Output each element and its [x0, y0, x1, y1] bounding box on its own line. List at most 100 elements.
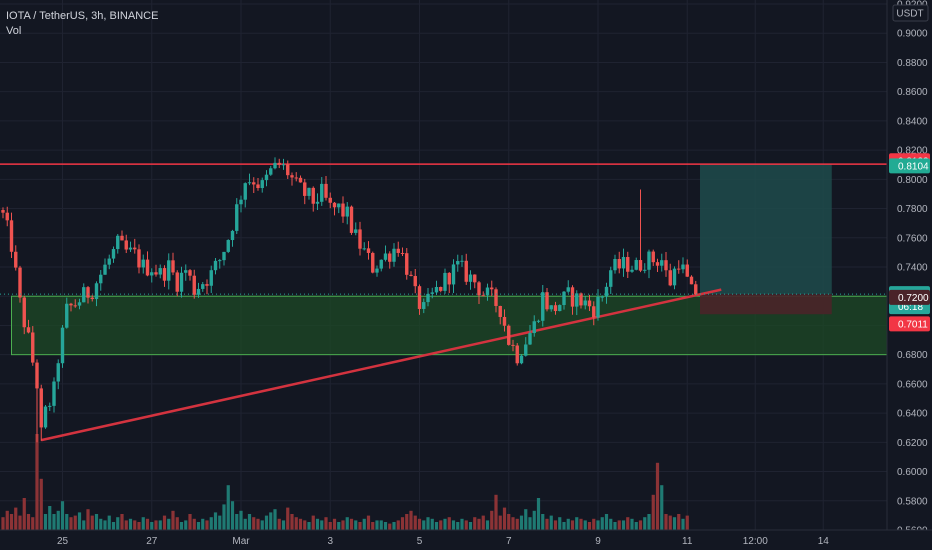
candle-body [660, 260, 664, 266]
volume-bar [388, 523, 392, 530]
candle-body [192, 275, 196, 295]
volume-bar [48, 506, 52, 530]
volume-bar [634, 522, 638, 530]
candle-body [56, 363, 60, 382]
volume-bar [99, 518, 103, 530]
candle-body [141, 259, 145, 268]
volume-bar [354, 520, 358, 530]
time-tick-label: 25 [57, 536, 69, 547]
candle-body [22, 297, 26, 328]
candle-body [137, 249, 141, 268]
candle-body [655, 262, 660, 266]
volume-bar [201, 518, 205, 530]
candle-body [235, 204, 239, 231]
price-scale-background [887, 0, 932, 550]
candle-body [171, 260, 175, 273]
volume-bar [128, 518, 133, 530]
volume-bar [324, 517, 328, 530]
volume-bar [396, 520, 400, 530]
volume-bar [668, 515, 672, 530]
price-tick-label: 0.8600 [897, 87, 928, 98]
candle-body [341, 203, 345, 217]
candle-body [196, 288, 201, 295]
candle-body [124, 240, 128, 250]
volume-bar [532, 510, 536, 530]
candle-body [303, 182, 307, 196]
candle-body [230, 230, 235, 241]
volume-bar [235, 514, 239, 530]
volume-bar [281, 520, 286, 530]
candle-body [290, 175, 294, 178]
candle-body [218, 260, 222, 262]
price-tick-label: 0.6600 [897, 379, 928, 390]
volume-bar [277, 518, 281, 530]
time-tick-label: 27 [146, 536, 158, 547]
candle-body [252, 182, 256, 185]
candle-body [188, 270, 192, 276]
candle-body [354, 229, 358, 233]
symbol-title[interactable]: IOTA / TetherUS, 3h, BINANCE [6, 10, 159, 22]
candle-body [519, 355, 524, 364]
volume-bar [621, 520, 626, 530]
entry-price-tag-background [889, 289, 930, 305]
volume-bar [460, 518, 464, 530]
volume-bar [145, 518, 150, 530]
volume-bar [320, 520, 324, 530]
candle-body [498, 305, 502, 317]
volume-bar [630, 518, 634, 530]
volume-bar [562, 522, 566, 530]
volume-bar [681, 518, 685, 530]
candle-body [120, 235, 124, 241]
volume-bar [39, 478, 43, 530]
candle-body [94, 283, 99, 300]
volume-bar [481, 515, 485, 530]
volume-bar [82, 520, 86, 530]
entry-price-tag: 0.7200 [898, 293, 929, 304]
volume-bar [124, 520, 128, 530]
candle-body [243, 183, 247, 200]
volume-bar [120, 514, 124, 530]
volume-bar [77, 512, 82, 530]
candle-body [583, 300, 587, 306]
volume-bar [26, 514, 31, 530]
volume-bar [375, 520, 379, 530]
candle-body [18, 267, 22, 298]
candle-body [239, 199, 243, 205]
volume-bar [205, 520, 209, 530]
candle-body [558, 305, 562, 312]
candle-body [643, 269, 647, 271]
candle-body [298, 177, 303, 183]
volume-bar [196, 522, 201, 530]
candle-body [447, 272, 451, 285]
price-tick-label: 0.8200 [897, 146, 928, 157]
candle-body [260, 180, 264, 189]
volume-bar [575, 517, 579, 530]
volume-bar [43, 514, 48, 530]
candle-body [426, 293, 430, 303]
volume-bar [677, 514, 681, 530]
candle-body [417, 286, 422, 309]
volume-bar [626, 517, 630, 530]
volume-bar [328, 522, 332, 530]
candle-body [286, 164, 290, 176]
volume-bar [443, 518, 447, 530]
candle-body [222, 251, 226, 261]
candle-body [592, 306, 596, 318]
candle-body [575, 293, 579, 307]
candle-body [664, 260, 668, 271]
candle-body [26, 327, 31, 333]
volume-bar [56, 510, 60, 530]
volume-bar [239, 510, 243, 530]
volume-bar [485, 520, 490, 530]
volume-bar [18, 515, 22, 530]
volume-bar [162, 515, 167, 530]
volume-bar [664, 514, 668, 530]
candle-body [490, 287, 494, 290]
candle-body [617, 258, 621, 269]
volume-bar [439, 520, 443, 530]
candle-body [77, 302, 82, 306]
candle-body [515, 345, 519, 364]
candle-body [536, 320, 541, 322]
